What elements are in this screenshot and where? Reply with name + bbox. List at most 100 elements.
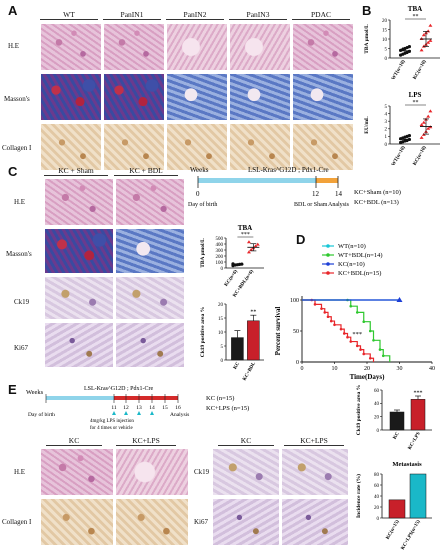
timeline-c-t0: 0 [196, 190, 200, 198]
y-axis-label: TBA μmol/L [364, 24, 370, 54]
svg-b-lps-y-tick-label: 0 [385, 143, 388, 148]
significance-label: *** [241, 232, 250, 238]
data-point [313, 303, 317, 306]
data-point [346, 335, 349, 339]
row-header-c-masson: Masson's [6, 250, 32, 258]
bar [409, 473, 427, 519]
micrograph-a-masson-panin2 [166, 73, 228, 121]
col-header-e-right-kc: KC [218, 436, 274, 446]
col-header-pdac: PDAC [292, 10, 350, 20]
micrograph-a-masson-wt [40, 73, 102, 121]
timeline-c-weeks: Weeks [190, 166, 209, 174]
panel-e-label: E [8, 382, 17, 397]
micrograph-c-ki67-bdl [115, 322, 185, 368]
y-axis-label: TBA μmol/L [200, 238, 206, 268]
row-header-e-ck19: Ck19 [194, 468, 210, 476]
significance-label: ** [413, 14, 419, 20]
x-tick-label: 0 [301, 366, 304, 372]
svg-b-lps-y-tick-label: 4 [385, 112, 388, 117]
bar [388, 499, 406, 519]
data-point [368, 329, 372, 333]
y-axis-label: Ck19 positive area % [200, 307, 206, 357]
x-axis-label: Time(Days) [350, 373, 386, 381]
data-point [419, 135, 424, 139]
y-tick-label: 50 [293, 329, 299, 335]
x-tick-label: WT(n=10) [391, 59, 407, 81]
micrograph-a-collagen-wt [40, 123, 102, 171]
timeline-e-group2: KC+LPS (n=15) [206, 405, 249, 412]
chart-e-ck19: 0 20 40 60 Ck19 positive area % KC KC+LPS *** [356, 385, 432, 451]
data-point [355, 311, 359, 314]
x-tick-label: KC [233, 361, 241, 370]
timeline-e-bar-post [114, 396, 178, 400]
row-header-collagen: Collagen I [2, 144, 32, 152]
timeline-c: Weeks LSL-Kras^G12D ; Pdx1-Cre 0 12 14 D… [188, 166, 401, 208]
micrograph-e-ck19-kc [212, 448, 280, 496]
data-point [339, 327, 343, 331]
row-header-masson: Masson's [4, 95, 30, 103]
timeline-c-bar-post [316, 178, 338, 183]
timeline-e-tick-label: 16 [175, 405, 181, 411]
col-header-e-right-kc-lps: KC+LPS [284, 436, 344, 446]
data-point [355, 344, 359, 348]
timeline-e-strain: LSL-Kras^G12D ; Pdx1-Cre [84, 386, 153, 392]
y-tick-label: 0 [296, 360, 299, 366]
row-header-c-he: H.E [14, 198, 26, 206]
svg-c-tba-y-tick-label: 400 [216, 243, 224, 248]
svg-b-tba-y-tick-label: 0 [385, 57, 388, 62]
svg-e-met-y-tick-label: 80 [374, 473, 380, 478]
legend-marker [326, 271, 330, 275]
timeline-e-lps1: 4mg/kg LPS injection [90, 419, 134, 424]
significance-label: *** [352, 331, 362, 338]
micrograph-c-masson-sham [44, 228, 114, 274]
svg-c-ck19-y-tick-label: 5 [221, 345, 224, 350]
micrograph-c-he-sham [44, 178, 114, 226]
svg-e-met-y-tick-label: 0 [377, 517, 380, 522]
bar [231, 337, 244, 361]
data-point [407, 134, 411, 138]
svg-b-tba-y-tick-label: 20 [382, 19, 388, 24]
chart-title: TBA [238, 224, 252, 232]
data-point [362, 320, 366, 323]
svg-c-ck19-y-tick-label: 15 [218, 317, 224, 322]
col-header-panin2: PanIN2 [166, 10, 224, 20]
data-point [419, 37, 424, 40]
timeline-c-strain: LSL-Kras^G12D ; Pdx1-Cre [248, 166, 329, 174]
micrograph-e-collagen-lps [115, 498, 189, 546]
timeline-e-analysis: Analysis [170, 412, 189, 418]
data-point [428, 109, 433, 113]
svg-b-tba-y-tick-label: 5 [385, 47, 388, 52]
data-point [428, 38, 433, 42]
chart-e-metastasis: Metastasis 0 20 40 60 80 Incidence rate (%) KC(… [355, 461, 432, 550]
x-tick-label: 10 [332, 366, 338, 372]
micrograph-e-ki67-kc [212, 498, 280, 546]
timeline-e-lps2: for 4 times or vehicle [90, 426, 134, 431]
data-point [246, 250, 251, 254]
svg-e-ck19-y-tick-label: 60 [374, 389, 380, 394]
row-header-c-ki67: Ki67 [14, 344, 28, 352]
data-point [349, 340, 353, 343]
timeline-c-day-of-birth: Day of birth [188, 201, 217, 208]
x-tick-label: KC [393, 431, 401, 440]
micrograph-a-collagen-panin1 [103, 123, 165, 171]
data-point [333, 323, 336, 327]
timeline-e: Weeks LSL-Kras^G12D ; Pdx1-Cre 11 12 13 14 1… [26, 386, 249, 431]
legend-label: WT(n=10) [338, 243, 366, 250]
x-tick-label: 20 [364, 366, 370, 372]
data-point [255, 242, 260, 246]
bar [389, 411, 405, 431]
svg-e-ck19-y-tick-label: 40 [374, 402, 380, 407]
timeline-e-tick-label: 14 [149, 405, 155, 411]
data-point [421, 120, 426, 124]
x-tick-label: 30 [397, 366, 403, 372]
y-axis-label: Ck19 positive area % [356, 385, 362, 435]
panel-a-label: A [8, 3, 18, 18]
col-header-e-kc-lps: KC+LPS [116, 436, 176, 446]
x-tick-label: KC(n=15) [386, 519, 401, 540]
micrograph-a-he-pdac [292, 23, 354, 71]
legend-label: KC(n=10) [338, 261, 365, 268]
data-point [407, 49, 411, 53]
micrograph-a-masson-panin3 [229, 73, 291, 121]
x-tick-label: 40 [429, 366, 435, 372]
